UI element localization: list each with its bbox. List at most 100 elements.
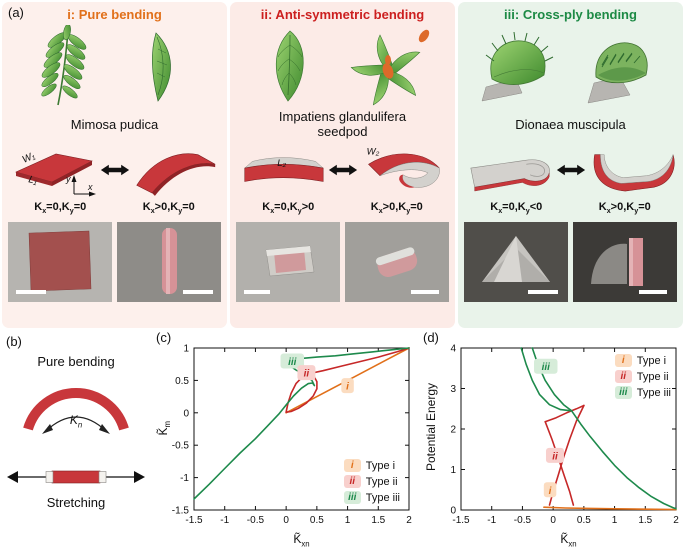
stretching-illustration — [7, 470, 145, 484]
annotation-box — [543, 482, 557, 498]
column-ii-title: ii: Anti-symmetric bending — [260, 7, 425, 22]
chart-c-panel: (c) K̃m -1.5 -1 -0.5 0 0.5 1 1.5 2 -1.5 -1 -0.5 0 0.… — [152, 330, 418, 550]
x-tick-label: 2 — [673, 515, 679, 526]
legend-label: Type ii — [636, 370, 669, 383]
photo-ii-rolled-image — [345, 222, 449, 302]
column-ii-diagrams: L₂ W₂ — [234, 141, 451, 199]
legend-label: Type i — [636, 354, 667, 367]
series-type-ii-branch — [307, 347, 410, 375]
y-tick-label: -1.5 — [172, 506, 190, 517]
annotation-box — [534, 358, 558, 374]
flat-sheet-diagram: W₁ L₁ y x — [14, 151, 96, 197]
stretching-label: Stretching — [46, 495, 106, 510]
annotation-text: iii — [542, 362, 551, 373]
column-iii-photos — [464, 222, 677, 302]
pure-bending-illustration: Kn — [14, 373, 138, 437]
axis-y-label: y — [65, 174, 71, 184]
x-tick-label: -1 — [487, 515, 496, 526]
photo-iii-rolled — [573, 222, 677, 302]
scale-bar — [16, 290, 46, 294]
annotation-text: i — [346, 382, 349, 393]
state-right: Kx>0,Ky=0 — [370, 201, 423, 216]
chart-d-panel: (d) Potential Energy -1.5 -1 -0.5 0 0.5 1 1.5 2… — [419, 330, 685, 550]
photo-i-rolled — [117, 222, 221, 302]
legend-key: iii — [614, 386, 632, 399]
x-tick-label: -0.5 — [514, 515, 532, 526]
column-i-title: i: Pure bending — [67, 7, 162, 22]
x-tick-label: 2 — [406, 515, 412, 526]
annotation-box — [280, 353, 305, 369]
series-type-iii-main — [570, 410, 677, 510]
state-left: Kx=0,Ky>0 — [262, 201, 315, 216]
annotation-text: i — [549, 486, 552, 497]
x-tick-label: -1.5 — [452, 515, 470, 526]
series-type-ii-loop — [285, 373, 318, 413]
photo-iii-rolled-image — [573, 222, 677, 302]
length-label: L₁ — [27, 174, 38, 187]
x-tick-label: 1.5 — [371, 515, 385, 526]
backward-rolled-sheet-diagram — [469, 159, 550, 192]
panel-c-label: (c) — [156, 330, 172, 345]
y-tick-label: 0.5 — [175, 376, 189, 387]
column-i-photos — [8, 222, 221, 302]
x-tick-label: 1 — [345, 515, 351, 526]
scale-bar — [244, 290, 270, 294]
y-tick-label: 3 — [450, 384, 456, 395]
scale-bar — [639, 290, 667, 294]
x-tick-label: 0 — [550, 515, 556, 526]
photo-iii-cone — [464, 222, 568, 302]
double-arrow-icon — [556, 164, 585, 176]
legend-item: ii Type ii — [614, 370, 671, 383]
y-tick-label: 1 — [183, 344, 189, 355]
scale-bar — [183, 290, 213, 294]
dionaea-open-trap-icon — [481, 31, 553, 102]
impatiens-illustration — [275, 29, 429, 106]
bent-sheet-diagram — [135, 153, 215, 196]
series-type-iii — [193, 347, 410, 500]
panel-b: (b) Pure bending Kn Stretching — [0, 330, 152, 550]
legend-key: iii — [343, 491, 361, 504]
panel-a-column-i: i: Pure bending — [2, 2, 227, 328]
legend-key: ii — [343, 475, 361, 488]
state-right: Kx>0,Ky=0 — [598, 201, 651, 216]
legend-item: i Type i — [614, 354, 671, 367]
panel-b-label: (b) — [6, 334, 22, 349]
plot-frame — [460, 347, 677, 511]
photo-i-rolled-image — [117, 222, 221, 302]
series-type-ii-upper — [544, 404, 585, 423]
dionaea-closed-trap-icon — [587, 42, 648, 104]
y-tick-label: 0 — [450, 506, 456, 517]
column-iii-states: Kx=0,Ky<0 Kx>0,Ky=0 — [462, 201, 679, 217]
y-tick-label: -1 — [180, 473, 189, 484]
legend-item: iii Type iii — [614, 386, 671, 399]
width-label: W₁ — [20, 151, 36, 166]
state-left: Kx=0,Ky=0 — [34, 201, 87, 216]
legend-item: ii Type ii — [343, 475, 400, 488]
species-name: Impatiens glandulifera seedpod — [278, 109, 407, 139]
length-curved-sheet-diagram: L₂ — [243, 157, 324, 182]
annotation-box — [341, 378, 354, 394]
photo-i-flat-image — [8, 222, 112, 302]
mimosa-illustration — [40, 25, 171, 106]
length-label: L₂ — [277, 158, 286, 169]
annotation-box — [545, 447, 564, 463]
photo-ii-folded — [236, 222, 340, 302]
x-tick-label: 0 — [283, 515, 289, 526]
column-ii-photos — [236, 222, 449, 302]
y-tick-label: 0 — [183, 408, 189, 419]
photo-iii-cone-image — [464, 222, 568, 302]
bent-bar-icon — [23, 388, 129, 434]
double-arrow-icon — [100, 164, 129, 176]
legend-key: i — [614, 354, 632, 367]
double-arrow-icon — [328, 164, 357, 176]
column-ii-states: Kx=0,Ky>0 Kx>0,Ky=0 — [234, 201, 451, 217]
y-tick-label: -0.5 — [172, 441, 190, 452]
legend-label: Type ii — [365, 475, 398, 488]
x-tick-label: -1 — [220, 515, 229, 526]
scale-bar — [528, 290, 558, 294]
column-iii-title: iii: Cross-ply bending — [504, 7, 637, 22]
chart-d-xlabel: K̃xn — [560, 531, 577, 548]
